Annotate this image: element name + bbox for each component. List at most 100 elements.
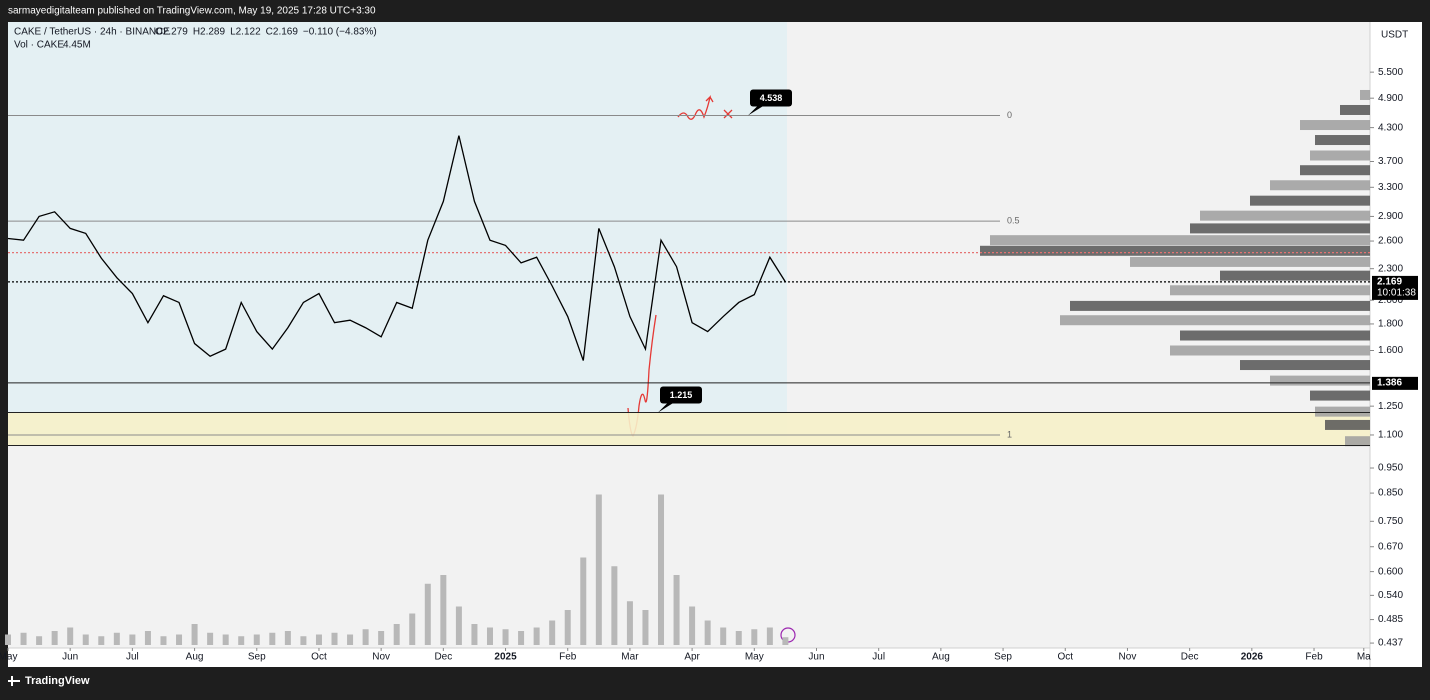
profile-bar: [1070, 300, 1370, 311]
volume-bar: [580, 557, 587, 645]
fib-label: 0: [1007, 110, 1012, 120]
volume-bar: [409, 613, 416, 645]
volume-bar: [207, 632, 214, 645]
y-tick-label: 0.600: [1378, 566, 1403, 577]
y-tick-label: 0.670: [1378, 541, 1403, 552]
volume-bar: [20, 632, 27, 645]
volume-bar: [51, 631, 58, 645]
profile-bar: [1250, 195, 1370, 206]
ohlc-value: O2.279: [155, 27, 188, 38]
volume-bar: [300, 636, 307, 645]
volume-bar: [689, 606, 696, 645]
volume-bar: [98, 636, 105, 645]
profile-bar: [1270, 180, 1370, 191]
volume-bar: [735, 631, 742, 645]
ohlc-value: H2.289: [193, 27, 226, 38]
x-tick-label: Jun: [62, 652, 78, 663]
x-tick-label: Oct: [311, 652, 327, 663]
volume-bar: [611, 566, 618, 645]
ohlc-value: L2.122: [230, 27, 261, 38]
ohlc-value: C2.169: [266, 27, 299, 38]
volume-bar: [549, 620, 556, 645]
volume-last: 4.45M: [63, 40, 91, 51]
profile-bar: [1130, 256, 1370, 267]
profile-bar: [1325, 419, 1370, 430]
x-tick-label: Mar: [621, 652, 639, 663]
volume-bar: [36, 636, 43, 645]
profile-bar: [1240, 360, 1370, 371]
x-tick-label: Dec: [434, 652, 452, 663]
y-tick-label: 1.250: [1378, 401, 1403, 412]
volume-bar: [284, 631, 291, 645]
y-tick-label: 3.300: [1378, 182, 1403, 193]
price-mark-sub: 10:01:38: [1377, 288, 1416, 299]
volume-bar: [440, 575, 447, 645]
x-tick-label: Dec: [1181, 652, 1199, 663]
x-tick-label: Oct: [1057, 652, 1073, 663]
price-mark: [1372, 376, 1418, 390]
y-tick-label: 4.900: [1378, 93, 1403, 104]
price-mark-label: 1.386: [1377, 378, 1402, 389]
volume-bar: [486, 627, 493, 645]
profile-bar: [1170, 345, 1370, 356]
volume-bar: [129, 634, 136, 645]
profile-bar: [1345, 436, 1370, 447]
x-tick-label: Aug: [932, 652, 950, 663]
volume-bar: [393, 624, 400, 645]
x-tick-label: Apr: [684, 652, 700, 663]
volume-bar: [673, 575, 680, 645]
callout-box: [660, 386, 702, 404]
y-tick-label: 1.600: [1378, 345, 1403, 356]
x-tick-label: May: [745, 652, 764, 663]
x-tick-label: 2026: [1241, 652, 1264, 663]
drawing: [677, 95, 733, 120]
volume-bar: [502, 629, 509, 645]
volume-bar: [751, 629, 758, 645]
x-tick-label: Jul: [872, 652, 885, 663]
volume-bar: [253, 634, 260, 645]
y-tick-label: 2.900: [1378, 211, 1403, 222]
callout-label: 1.215: [670, 390, 693, 400]
price-mark-label: 2.169: [1377, 277, 1402, 288]
volume-bar: [222, 634, 229, 645]
profile-bar: [1315, 406, 1370, 417]
volume-bar: [533, 627, 540, 645]
profile-bar: [1300, 120, 1370, 131]
x-tick-label: Aug: [186, 652, 204, 663]
volume-bar: [455, 606, 462, 645]
y-tick-label: 5.500: [1378, 67, 1403, 78]
volume-bar: [766, 627, 773, 645]
profile-bar: [980, 245, 1370, 256]
volume-bar: [82, 634, 89, 645]
callout-pointer: [658, 402, 674, 413]
profile-bar: [1190, 223, 1370, 234]
callout-box: [750, 89, 792, 107]
x-tick-label: Nov: [372, 652, 390, 663]
y-tick-label: 0.540: [1378, 590, 1403, 601]
y-tick-label: 2.300: [1378, 263, 1403, 274]
y-tick-label: 3.700: [1378, 156, 1403, 167]
fib-label: 1: [1007, 429, 1012, 439]
volume-bar: [378, 631, 385, 645]
brand-logo: [8, 676, 20, 686]
profile-bar: [1220, 270, 1370, 281]
fib-label: 0.5: [1007, 216, 1020, 226]
volume-bar: [626, 601, 633, 645]
volume-bar: [658, 494, 665, 645]
volume-bar: [315, 634, 322, 645]
y-tick-label: 0.750: [1378, 516, 1403, 527]
volume-bar: [269, 632, 276, 645]
volume-bar: [362, 629, 369, 645]
volume-bar: [5, 634, 11, 645]
zone: [8, 412, 1370, 446]
volume-bar: [67, 627, 74, 645]
x-tick-label: Sep: [994, 652, 1012, 663]
volume-bar: [564, 610, 571, 645]
volume-bar: [720, 627, 727, 645]
y-tick-label: 2.600: [1378, 236, 1403, 247]
x-tick-label: Feb: [559, 652, 577, 663]
volume-bar: [595, 494, 602, 645]
x-tick-label: Nov: [1119, 652, 1137, 663]
symbol: CAKE / TetherUS · 24h · BINANCE: [14, 27, 170, 38]
